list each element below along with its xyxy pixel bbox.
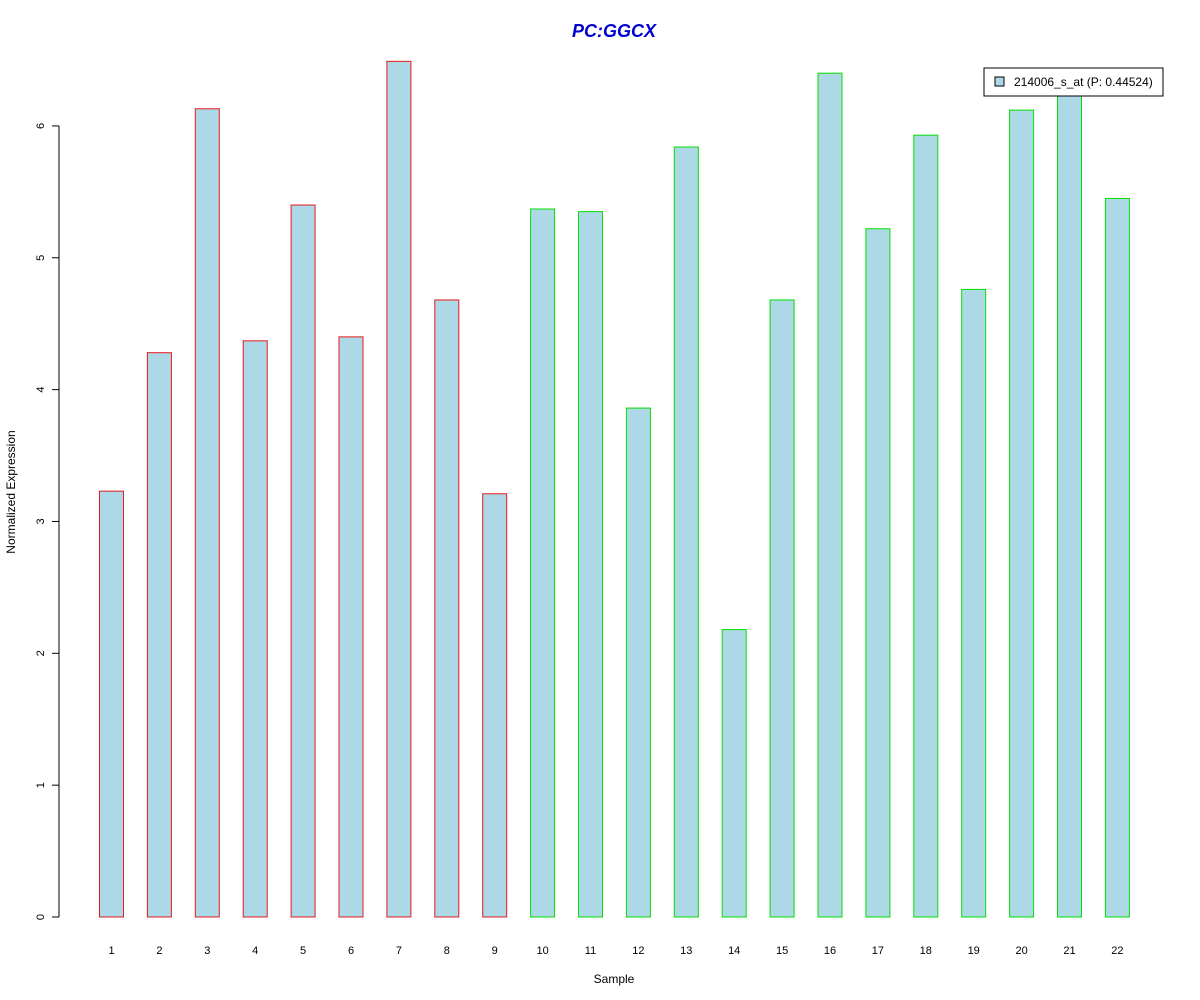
x-tick-label: 21 [1063,945,1075,957]
bar [1057,93,1082,918]
x-tick-label: 6 [348,945,354,957]
y-axis-title: Normalized Expression [4,430,18,553]
bar [482,493,508,918]
x-tick-label: 5 [300,945,306,957]
x-tick-label: 11 [585,945,596,957]
y-tick-label: 1 [35,782,47,788]
legend-swatch [994,76,1005,87]
x-tick-label: 9 [492,945,498,957]
x-tick-label: 22 [1111,945,1123,957]
x-tick-label: 12 [632,945,644,957]
y-axis: 0 1 2 3 4 5 6 [35,123,60,920]
bar [961,288,987,918]
y-tick-label: 5 [35,255,47,261]
bar [338,336,364,918]
x-tick-label: 3 [204,945,210,957]
bar [530,208,556,918]
bar [434,299,460,918]
bars [99,60,1130,918]
legend-label: 214006_s_at (P: 0.44524) [1014,75,1153,89]
bar [146,352,172,918]
x-axis: 1 2 3 4 5 6 7 8 9 10 11 12 13 14 15 16 17 18 19 20 21 22 [108,945,1123,957]
legend: 214006_s_at (P: 0.44524) [983,67,1164,97]
x-tick-label: 7 [396,945,402,957]
bar [1009,109,1035,918]
bar [99,490,124,918]
bar [386,60,412,918]
bar [913,134,939,918]
x-tick-label: 18 [920,945,932,957]
chart-title: PC:GGCX [572,21,657,41]
x-tick-label: 20 [1015,945,1027,957]
y-tick-label: 4 [35,387,47,393]
x-tick-label: 13 [680,945,692,957]
x-axis-title: Sample [594,972,635,986]
y-tick-label: 2 [35,650,47,656]
x-tick-label: 17 [872,945,884,957]
x-tick-label: 4 [252,945,258,957]
bar [673,146,699,918]
bar [1104,197,1130,918]
x-tick-label: 10 [536,945,548,957]
x-tick-label: 2 [156,945,162,957]
x-tick-label: 8 [444,945,450,957]
bar [721,629,747,918]
bar [194,108,220,918]
y-tick-label: 6 [35,123,47,129]
bar [625,407,651,918]
bar [242,340,268,918]
bar [769,299,795,918]
bar [817,72,843,918]
x-tick-label: 15 [776,945,788,957]
x-tick-label: 16 [824,945,836,957]
bar [578,211,603,918]
bar [290,204,316,918]
bar [865,228,891,918]
x-tick-label: 1 [108,945,114,957]
legend-box [983,67,1164,97]
x-tick-label: 14 [728,945,740,957]
y-tick-label: 3 [35,518,47,524]
x-tick-label: 19 [968,945,980,957]
y-tick-label: 0 [35,914,47,920]
